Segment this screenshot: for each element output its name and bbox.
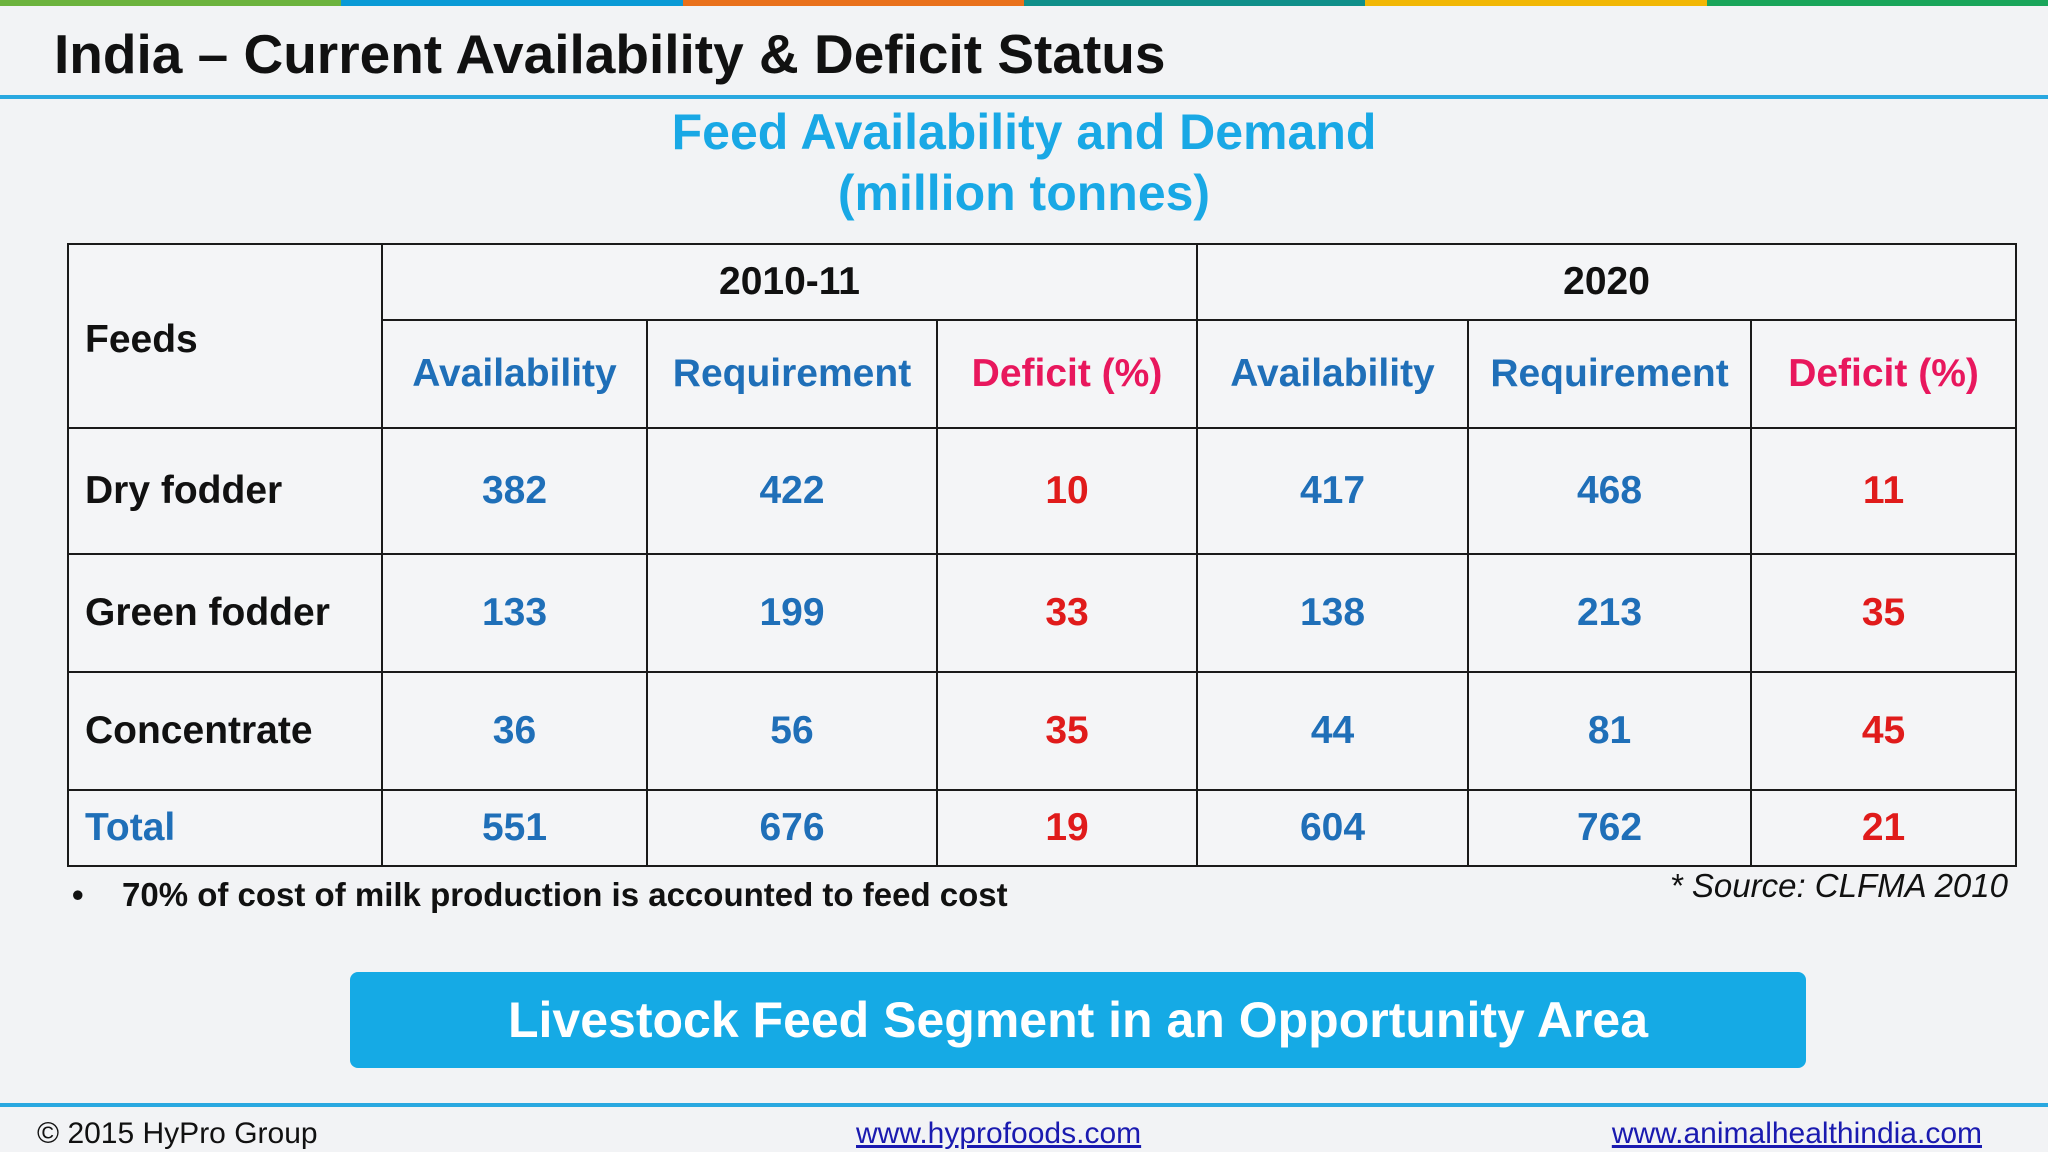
cell-deficit: 35	[935, 671, 1199, 791]
bullet-icon: •	[72, 876, 84, 913]
row-label-total: Total	[67, 789, 383, 867]
feeds-header: Feeds	[67, 243, 383, 429]
source-citation: * Source: CLFMA 2010	[1669, 867, 2008, 904]
sub-header-deficit-2010: Deficit (%)	[935, 319, 1199, 429]
hyprofoods-link[interactable]: www.hyprofoods.com	[856, 1117, 1142, 1150]
cell-value: 81	[1467, 671, 1753, 791]
cell-value: 44	[1196, 671, 1470, 791]
animalhealthindia-link[interactable]: www.animalhealthindia.com	[1611, 1117, 1982, 1150]
cell-deficit: 21	[1750, 789, 2018, 867]
subtitle-line-2: (million tonnes)	[837, 165, 1211, 221]
strip-segment-4	[1023, 0, 1366, 6]
cell-deficit: 11	[1750, 427, 2018, 555]
table-row-total: Total 551 676 19 604 762 21	[67, 789, 2018, 867]
row-label: Concentrate	[67, 671, 383, 791]
cell-value: 422	[646, 427, 938, 555]
row-label: Dry fodder	[67, 427, 383, 555]
table-row-dry-fodder: Dry fodder 382 422 10 417 468 11	[67, 427, 2018, 555]
table-subtitle: Feed Availability and Demand (million to…	[0, 102, 2048, 224]
copyright-text: © 2015 HyPro Group	[37, 1117, 318, 1150]
subtitle-line-1: Feed Availability and Demand	[671, 104, 1377, 160]
sub-header-requirement-2020: Requirement	[1467, 319, 1753, 429]
cell-value: 382	[381, 427, 648, 555]
cell-value: 213	[1467, 553, 1753, 673]
cell-value: 56	[646, 671, 938, 791]
cell-value: 36	[381, 671, 648, 791]
cell-value: 468	[1467, 427, 1753, 555]
strip-segment-6	[1706, 0, 2048, 6]
sub-header-requirement-2010: Requirement	[646, 319, 938, 429]
strip-segment-1	[0, 0, 342, 6]
strip-segment-5	[1365, 0, 1707, 6]
row-label: Green fodder	[67, 553, 383, 673]
cell-value: 604	[1196, 789, 1470, 867]
sub-header-deficit-2020: Deficit (%)	[1750, 319, 2018, 429]
period-header-2020: 2020	[1196, 243, 2018, 321]
cell-deficit: 35	[1750, 553, 2018, 673]
strip-segment-2	[341, 0, 683, 6]
cell-value: 417	[1196, 427, 1470, 555]
cell-deficit: 10	[935, 427, 1199, 555]
top-color-strip	[0, 0, 2048, 6]
cell-value: 551	[381, 789, 648, 867]
cell-value: 762	[1467, 789, 1753, 867]
note-text: 70% of cost of milk production is accoun…	[122, 876, 1008, 913]
sub-header-availability-2010: Availability	[381, 319, 648, 429]
slide-title: India – Current Availability & Deficit S…	[54, 23, 1166, 85]
table-row-green-fodder: Green fodder 133 199 33 138 213 35	[67, 553, 2018, 673]
footer-divider	[0, 1103, 2048, 1107]
cell-value: 199	[646, 553, 938, 673]
cell-deficit: 33	[935, 553, 1199, 673]
cell-value: 676	[646, 789, 938, 867]
sub-header-availability-2020: Availability	[1196, 319, 1470, 429]
feed-cost-note: • 70% of cost of milk production is accou…	[72, 876, 1008, 914]
cell-value: 133	[381, 553, 648, 673]
title-divider	[0, 95, 2048, 99]
opportunity-banner: Livestock Feed Segment in an Opportunity…	[350, 972, 1806, 1068]
cell-value: 138	[1196, 553, 1470, 673]
cell-deficit: 45	[1750, 671, 2018, 791]
feed-table: Feeds 2010-11 2020 Availability Requirem…	[67, 243, 2018, 867]
table-row-concentrate: Concentrate 36 56 35 44 81 45	[67, 671, 2018, 791]
strip-segment-3	[682, 0, 1024, 6]
cell-deficit: 19	[935, 789, 1199, 867]
period-header-2010-11: 2010-11	[380, 243, 1199, 321]
